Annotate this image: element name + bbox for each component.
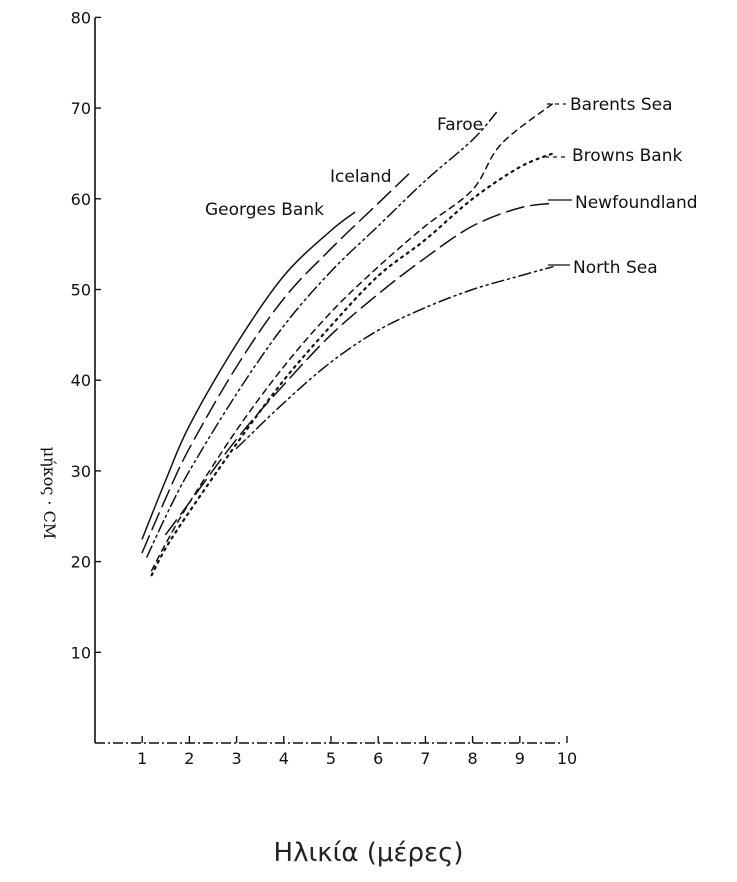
y-tick-label-80: 80 [71,8,91,27]
x-tick-label-5: 5 [326,749,336,768]
y-tick-label-50: 50 [71,281,91,300]
x-tick-label-8: 8 [468,749,478,768]
y-tick-label-10: 10 [71,643,91,662]
ylabel: μήκος · CM [40,447,59,539]
y-tick-label-40: 40 [71,371,91,390]
series-labels: Barents Sea Browns Bank Newfoundland Nor… [205,95,698,278]
y-tick-label-30: 30 [71,462,91,481]
y-axis-title: μήκος · CM [40,447,59,539]
x-tick-label-3: 3 [232,749,242,768]
x-tick-label-2: 2 [184,749,194,768]
x-tick-label-6: 6 [373,749,383,768]
series-lines [141,102,554,577]
label-faroe: Faroe [437,115,483,135]
x-axis: 1 2 3 4 5 6 7 8 9 10 [95,736,577,768]
series-line-browns-bank [150,152,554,577]
label-iceland: Iceland [330,167,392,187]
y-tick-label-70: 70 [71,99,91,118]
series-line-north-sea [235,266,554,449]
label-newfoundland: Newfoundland [575,193,698,213]
series-line-barents-sea [150,102,554,572]
x-ticks: 1 2 3 4 5 6 7 8 9 10 [137,736,577,768]
series-line-faroe [146,111,497,558]
series-line-newfoundland [165,202,554,536]
x-tick-label-9: 9 [515,749,525,768]
x-axis-title: Ηλικία (μέρες) [273,838,464,868]
x-tick-label-7: 7 [420,749,430,768]
series-line-georges-bank [141,211,356,540]
label-barents-sea: Barents Sea [570,95,673,115]
label-north-sea: North Sea [573,258,658,278]
y-tick-label-20: 20 [71,553,91,572]
label-georges-bank: Georges Bank [205,200,324,220]
series-line-iceland [141,170,412,554]
x-tick-label-4: 4 [279,749,289,768]
x-tick-label-1: 1 [137,749,147,768]
y-axis: 10 20 30 40 50 60 70 80 [71,8,101,743]
x-tick-label-10: 10 [557,749,577,768]
y-ticks: 10 20 30 40 50 60 70 80 [71,8,101,662]
y-tick-label-60: 60 [71,190,91,209]
label-browns-bank: Browns Bank [572,146,682,166]
